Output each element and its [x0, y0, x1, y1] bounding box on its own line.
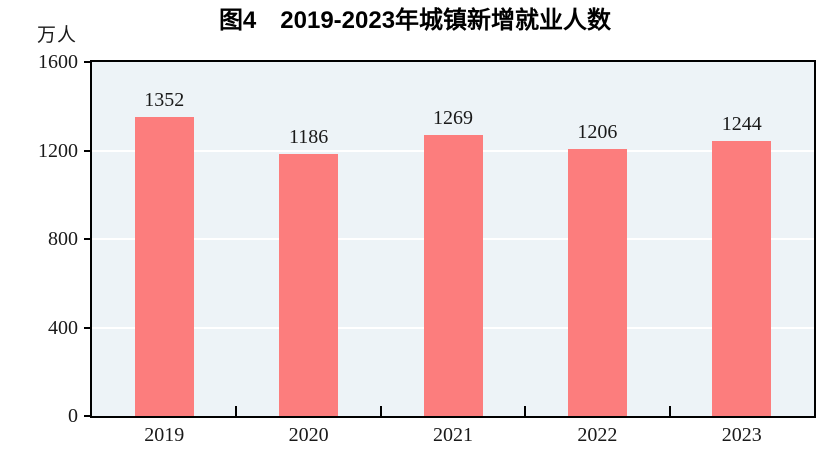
- y-axis-tick-label: 400: [48, 316, 78, 339]
- bar-value-label: 1186: [288, 125, 329, 148]
- bar-value-label: 1206: [577, 121, 618, 144]
- x-axis-tick: [668, 406, 671, 416]
- y-axis-tick-label: 1600: [38, 51, 78, 73]
- x-axis-tick: [235, 406, 238, 416]
- x-axis-category-label: 2022: [577, 424, 618, 446]
- y-axis-tick-label: 0: [68, 405, 78, 427]
- x-axis-category-label: 2023: [721, 424, 762, 446]
- bar: 1269: [423, 108, 483, 416]
- bar-value-label: 1352: [144, 88, 185, 111]
- x-axis-tick: [379, 406, 382, 416]
- x-axis-tick: [524, 406, 527, 416]
- chart-title: 图4 2019-2023年城镇新增就业人数: [218, 7, 612, 34]
- x-axis-category-label: 2019: [144, 424, 185, 446]
- bar: 1186: [279, 127, 339, 416]
- x-axis-category-label: 2021: [432, 424, 473, 446]
- plot-area: 1352 1186 1269 1206 1244: [90, 60, 816, 418]
- bar: 1206: [567, 122, 627, 416]
- y-axis-tick-label: 1200: [38, 139, 78, 162]
- y-axis-unit-label: 万人: [37, 25, 78, 46]
- bar: 1352: [134, 90, 194, 416]
- y-axis-tick-label: 800: [48, 228, 78, 250]
- bar-value-label: 1269: [433, 107, 473, 130]
- x-axis-category-label: 2020: [288, 424, 329, 446]
- bar: 1244: [712, 114, 772, 416]
- bar-value-label: 1244: [721, 112, 762, 135]
